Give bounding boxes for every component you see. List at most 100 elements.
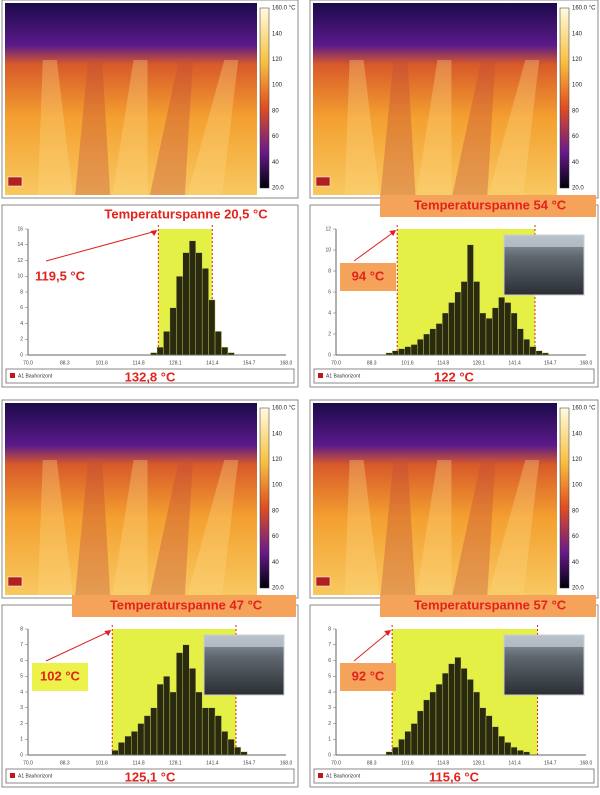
scale-label: 20.0 (272, 186, 284, 192)
histogram-bar (454, 291, 462, 356)
legend-text: A1 Bauhorizont (18, 373, 53, 379)
histogram-bar (227, 739, 235, 756)
histogram-bar (143, 715, 151, 756)
x-tick-label: 128.1 (169, 760, 182, 766)
y-tick-label: 3 (20, 705, 23, 711)
scale-label: 20.0 (572, 186, 584, 192)
x-tick-label: 88.3 (60, 760, 70, 766)
x-tick-label: 70.0 (331, 360, 341, 366)
histogram-bar (429, 691, 437, 756)
histogram-bar (485, 318, 493, 356)
histogram-bar (118, 742, 125, 756)
range-title: Temperaturspanne 54 °C (414, 197, 567, 212)
scale-label: 140 (272, 31, 283, 37)
scale-label: 100 (572, 83, 583, 89)
histogram-bar (392, 746, 399, 756)
scale-label: 60 (572, 134, 579, 140)
histogram-bar (504, 302, 512, 356)
x-tick-label: 154.7 (544, 360, 557, 366)
scale-label: 20.0 (272, 586, 284, 592)
thermal-streak (37, 60, 73, 195)
legend-text: A1 Bauhorizont (18, 773, 53, 779)
scale-label: 60 (272, 534, 279, 540)
histogram-bar (442, 312, 449, 356)
legend-text: A1 Bauhorizont (326, 373, 361, 379)
y-tick-label: 2 (328, 331, 331, 337)
histogram-bar (221, 731, 229, 756)
scale-label: 40 (572, 560, 579, 566)
y-tick-label: 12 (325, 226, 331, 232)
arrow (45, 630, 111, 662)
legend-box (5, 368, 295, 384)
inset-sky (504, 235, 584, 247)
arrow-head (389, 230, 397, 236)
histogram-bar (150, 707, 158, 756)
histogram-bar (417, 339, 424, 356)
scale-label: 60 (272, 134, 279, 140)
histogram-bar (423, 333, 430, 356)
x-tick-label: 141.4 (508, 760, 521, 766)
x-tick-label: 128.1 (473, 760, 486, 766)
histogram-bar (410, 344, 418, 356)
thermal-streak (149, 460, 193, 595)
histogram-bar (460, 281, 468, 356)
y-tick-label: 4 (20, 321, 23, 327)
x-tick-label: 101.6 (401, 760, 414, 766)
scale-label: 40 (272, 560, 279, 566)
y-tick-label: 8 (20, 626, 23, 632)
inset-sky (504, 635, 584, 647)
low-label-box (340, 263, 396, 291)
x-tick-label: 101.6 (401, 360, 414, 366)
legend-box (5, 768, 295, 784)
histogram-bar (195, 691, 203, 756)
y-tick-label: 1 (328, 737, 331, 743)
legend-text: A1 Bauhorizont (326, 773, 361, 779)
x-tick-label: 168.0 (280, 360, 293, 366)
thermal-streak (380, 60, 416, 195)
x-tick-label: 154.7 (243, 360, 256, 366)
scale-label: 140 (572, 31, 583, 37)
scale-label: 80 (272, 108, 279, 114)
mean-label: 132,8 °C (125, 369, 176, 384)
histogram-bar (435, 683, 443, 756)
thermal-streak (187, 60, 239, 195)
x-tick-label: 128.1 (473, 360, 486, 366)
thermal-marker (315, 176, 331, 187)
scale-label: 80 (572, 108, 579, 114)
x-tick-label: 168.0 (580, 760, 593, 766)
histogram-bar (195, 252, 203, 356)
x-tick-label: 141.4 (206, 760, 219, 766)
thermal-streak (112, 60, 148, 195)
histogram-bar (169, 691, 177, 756)
y-tick-label: 8 (328, 268, 331, 274)
y-tick-label: 8 (20, 289, 23, 295)
x-tick-label: 141.4 (508, 360, 521, 366)
low-label-box (32, 663, 88, 691)
scale-label: 120 (572, 57, 583, 63)
scale-label: 100 (272, 83, 283, 89)
legend-box (313, 768, 595, 784)
legend-swatch (318, 773, 323, 778)
histogram-bar (423, 699, 430, 756)
x-tick-label: 114.8 (132, 360, 144, 366)
y-tick-label: 12 (17, 258, 23, 264)
thermal-streak (344, 460, 380, 595)
y-tick-label: 2 (20, 337, 23, 343)
histogram-bar (169, 307, 177, 356)
scale-label: 100 (272, 483, 283, 489)
x-tick-label: 101.6 (95, 760, 108, 766)
scale-label: 60 (572, 534, 579, 540)
x-tick-label: 141.4 (206, 360, 219, 366)
histogram-bar (479, 707, 487, 756)
histogram-bar (460, 668, 468, 756)
color-bar (559, 7, 570, 189)
thermal-streak (416, 460, 452, 595)
thermal-marker (315, 576, 331, 587)
histogram-bar (454, 657, 462, 756)
histogram-bar (189, 668, 196, 756)
y-tick-label: 10 (17, 274, 23, 280)
histogram-bar (398, 348, 405, 356)
histogram-bar (130, 731, 138, 756)
histogram-bar (214, 715, 222, 756)
